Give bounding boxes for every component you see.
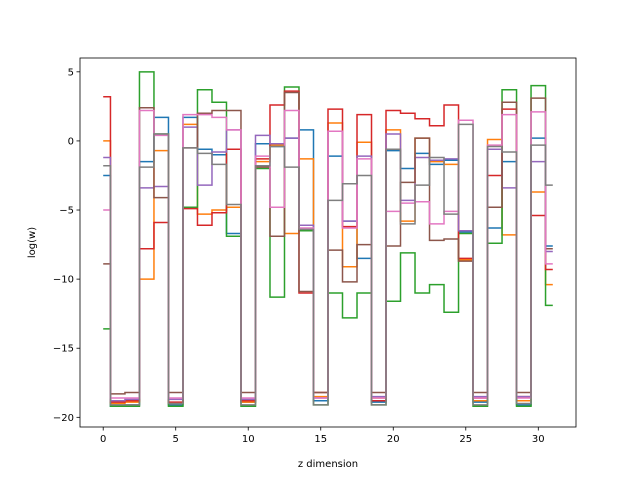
y-axis-label: log(w) — [27, 227, 38, 258]
x-tick-label: 25 — [459, 434, 472, 445]
y-tick-label: 5 — [68, 67, 74, 78]
y-tick-label: −5 — [59, 206, 74, 217]
x-tick-label: 15 — [314, 434, 327, 445]
x-tick-label: 0 — [100, 434, 106, 445]
x-axis-ticks: 0 5 10 15 20 25 30 — [100, 427, 545, 445]
x-axis-label: z dimension — [298, 459, 358, 470]
y-tick-label: −20 — [53, 413, 74, 424]
series-layer — [103, 71, 553, 408]
y-tick-label: −10 — [53, 275, 74, 286]
x-tick-label: 20 — [387, 434, 400, 445]
y-axis-ticks: 5 0 −5 −10 −15 −20 — [53, 67, 80, 424]
y-tick-label: −15 — [53, 344, 74, 355]
axes-frame — [79, 57, 577, 428]
y-tick-label: 0 — [68, 136, 74, 147]
x-tick-label: 10 — [242, 434, 255, 445]
x-tick-label: 30 — [532, 434, 545, 445]
x-tick-label: 5 — [173, 434, 179, 445]
series-line-8 — [103, 123, 553, 406]
